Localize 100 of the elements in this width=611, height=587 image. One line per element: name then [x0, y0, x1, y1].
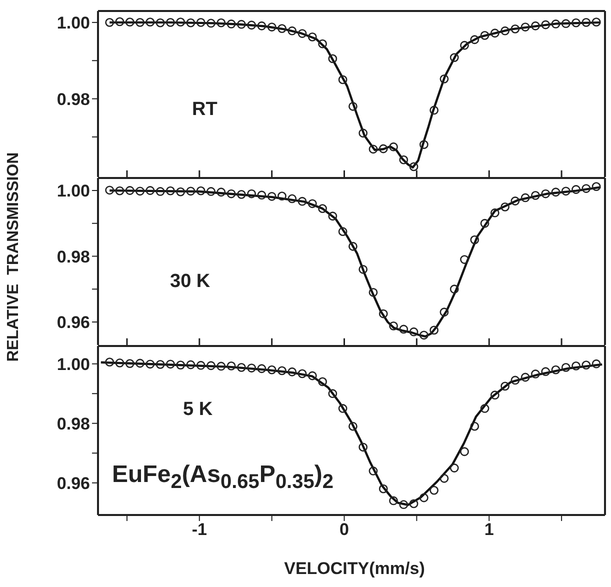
point	[480, 218, 490, 228]
point	[490, 208, 500, 218]
point	[561, 186, 570, 196]
point	[216, 188, 226, 197]
point	[460, 40, 469, 50]
point	[500, 26, 510, 36]
point	[206, 18, 216, 28]
point	[318, 377, 327, 386]
point	[409, 499, 418, 508]
point	[278, 366, 286, 376]
point	[409, 162, 418, 172]
point	[196, 360, 206, 370]
point	[561, 19, 570, 28]
point	[572, 185, 580, 194]
point	[247, 20, 256, 30]
point	[470, 422, 480, 431]
point	[226, 189, 236, 198]
point	[450, 53, 459, 62]
point	[206, 361, 216, 370]
point	[318, 204, 327, 214]
point	[592, 359, 601, 368]
point	[531, 190, 540, 200]
point	[267, 192, 276, 201]
point	[368, 466, 378, 476]
point	[541, 189, 550, 198]
point	[520, 193, 530, 202]
point	[196, 18, 206, 27]
point	[186, 360, 196, 370]
point	[531, 370, 540, 378]
point	[450, 464, 459, 472]
point	[136, 358, 144, 368]
point	[146, 360, 155, 369]
point	[156, 187, 165, 196]
point	[196, 186, 206, 196]
point	[115, 17, 124, 26]
point	[136, 18, 144, 27]
x-tick-label: 0	[340, 520, 349, 540]
x-axis-title: VELOCITY(mm/s)	[283, 559, 426, 579]
point	[490, 28, 500, 38]
point	[490, 390, 500, 400]
point	[125, 186, 134, 195]
point	[338, 404, 348, 413]
point	[480, 404, 490, 413]
point	[125, 359, 134, 368]
point	[460, 447, 469, 456]
point	[430, 326, 439, 335]
point	[470, 235, 480, 244]
point	[450, 284, 459, 294]
point	[278, 192, 286, 201]
point	[267, 22, 276, 32]
point	[236, 20, 246, 29]
point	[298, 29, 307, 38]
point	[146, 18, 155, 27]
point	[460, 255, 469, 264]
point	[257, 364, 266, 374]
point	[308, 371, 317, 380]
point	[440, 474, 449, 483]
point	[318, 39, 327, 48]
point	[176, 360, 186, 370]
point	[247, 364, 256, 372]
y-tick-label: 0.98	[56, 414, 90, 434]
point	[338, 227, 348, 236]
point	[470, 35, 480, 44]
point	[582, 184, 591, 193]
point	[236, 190, 246, 199]
point	[541, 20, 550, 30]
point	[298, 196, 307, 206]
point	[298, 369, 307, 378]
point	[520, 22, 530, 32]
y-tick-label: 1.00	[56, 354, 90, 374]
point	[166, 18, 175, 27]
point	[399, 324, 408, 334]
y-tick-label: 0.96	[56, 313, 90, 332]
point	[520, 372, 530, 382]
point	[389, 496, 398, 506]
point	[115, 358, 124, 368]
point	[399, 155, 408, 164]
point	[348, 102, 358, 111]
point	[136, 186, 144, 196]
point	[592, 18, 601, 27]
point	[156, 360, 165, 369]
point	[288, 367, 297, 376]
point	[308, 199, 317, 208]
point	[480, 30, 490, 40]
point	[378, 484, 388, 494]
point	[440, 308, 449, 317]
point	[348, 422, 358, 431]
x-tick-label: 1	[484, 520, 494, 540]
point	[176, 18, 186, 27]
point	[216, 362, 226, 371]
point	[409, 327, 418, 336]
point	[551, 188, 560, 197]
point	[278, 24, 286, 34]
point	[430, 106, 439, 115]
point	[551, 20, 560, 28]
point	[115, 186, 124, 196]
point	[572, 18, 580, 28]
point	[551, 365, 560, 374]
point	[176, 187, 186, 196]
point	[105, 186, 114, 195]
